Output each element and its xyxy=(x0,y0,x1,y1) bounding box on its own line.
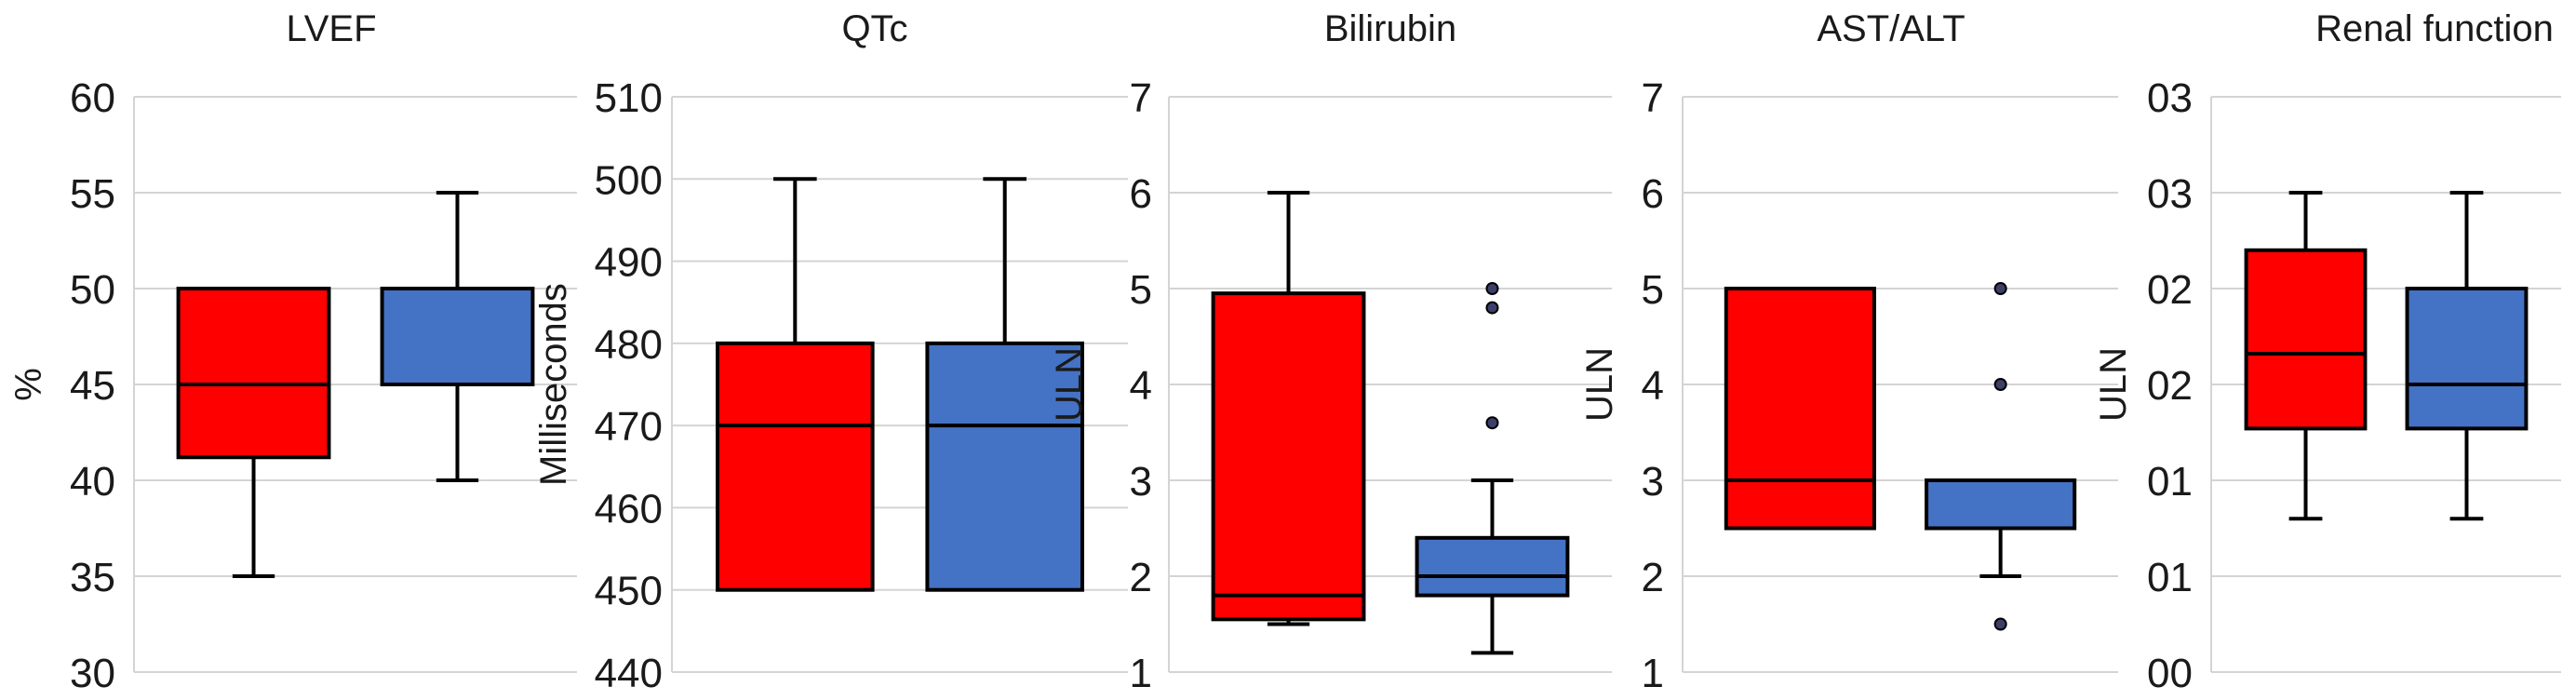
y-tick-label: 02 xyxy=(2147,267,2193,313)
y-axis-title: ULN xyxy=(1049,347,1090,422)
y-axis-title: % xyxy=(8,368,49,401)
box-group-a xyxy=(2244,248,2368,431)
y-axis-title: ULN xyxy=(1579,347,1620,422)
y-tick-label: 4 xyxy=(1642,363,1664,409)
y-tick-label: 5 xyxy=(1130,267,1152,313)
y-tick-label: 1 xyxy=(1130,651,1152,696)
panel-title: Bilirubin xyxy=(1324,8,1456,49)
y-tick-label: 3 xyxy=(1642,459,1664,505)
y-tick-label: 6 xyxy=(1642,171,1664,217)
y-tick-label: 460 xyxy=(595,486,663,532)
outlier-point xyxy=(1485,282,1499,295)
y-tick-label: 3 xyxy=(1130,459,1152,505)
y-tick-label: 60 xyxy=(70,75,115,121)
box-group-a xyxy=(716,341,875,592)
y-tick-label: 00 xyxy=(2147,651,2193,696)
outlier-point xyxy=(1993,378,2007,391)
outlier-point xyxy=(1485,301,1499,315)
box-group-b xyxy=(1925,478,2077,531)
box-group-a xyxy=(1724,287,1876,531)
y-tick-label: 35 xyxy=(70,555,115,600)
y-tick-label: 7 xyxy=(1642,75,1664,121)
y-axis-title: Milliseconds xyxy=(533,283,574,486)
y-tick-label: 55 xyxy=(70,171,115,217)
box-group-b xyxy=(2405,287,2529,431)
box-group-b xyxy=(1415,535,1570,598)
outlier-point xyxy=(1993,282,2007,295)
y-tick-label: 450 xyxy=(595,569,663,614)
y-tick-label: 30 xyxy=(70,651,115,696)
panel-title: AST/ALT xyxy=(1817,8,1965,49)
box-group-b xyxy=(380,287,535,386)
y-tick-label: 40 xyxy=(70,459,115,505)
y-tick-label: 440 xyxy=(595,651,663,696)
outlier-point xyxy=(1485,416,1499,430)
y-tick-label: 03 xyxy=(2147,171,2193,217)
y-tick-label: 7 xyxy=(1130,75,1152,121)
box-group-b xyxy=(925,341,1085,592)
outlier-point xyxy=(1993,617,2007,631)
y-tick-label: 500 xyxy=(595,157,663,203)
y-tick-label: 2 xyxy=(1642,555,1664,600)
y-tick-label: 480 xyxy=(595,322,663,368)
y-tick-label: 1 xyxy=(1642,651,1664,696)
box-group-a xyxy=(1211,291,1366,622)
y-tick-label: 5 xyxy=(1642,267,1664,313)
y-tick-label: 470 xyxy=(595,404,663,450)
y-tick-label: 510 xyxy=(595,75,663,121)
box-group-a xyxy=(176,287,331,460)
y-tick-label: 03 xyxy=(2147,75,2193,121)
y-tick-label: 6 xyxy=(1130,171,1152,217)
panel-title: Renal function xyxy=(2315,8,2554,49)
y-tick-label: 01 xyxy=(2147,459,2193,505)
panel-title: QTc xyxy=(841,8,907,49)
panel-title: LVEF xyxy=(286,8,376,49)
y-axis-title: ULN xyxy=(2093,347,2134,422)
y-tick-label: 50 xyxy=(70,267,115,313)
y-tick-label: 2 xyxy=(1130,555,1152,600)
y-tick-label: 490 xyxy=(595,240,663,286)
y-tick-label: 4 xyxy=(1130,363,1152,409)
y-tick-label: 01 xyxy=(2147,555,2193,600)
y-tick-label: 02 xyxy=(2147,363,2193,409)
y-tick-label: 45 xyxy=(70,363,115,409)
